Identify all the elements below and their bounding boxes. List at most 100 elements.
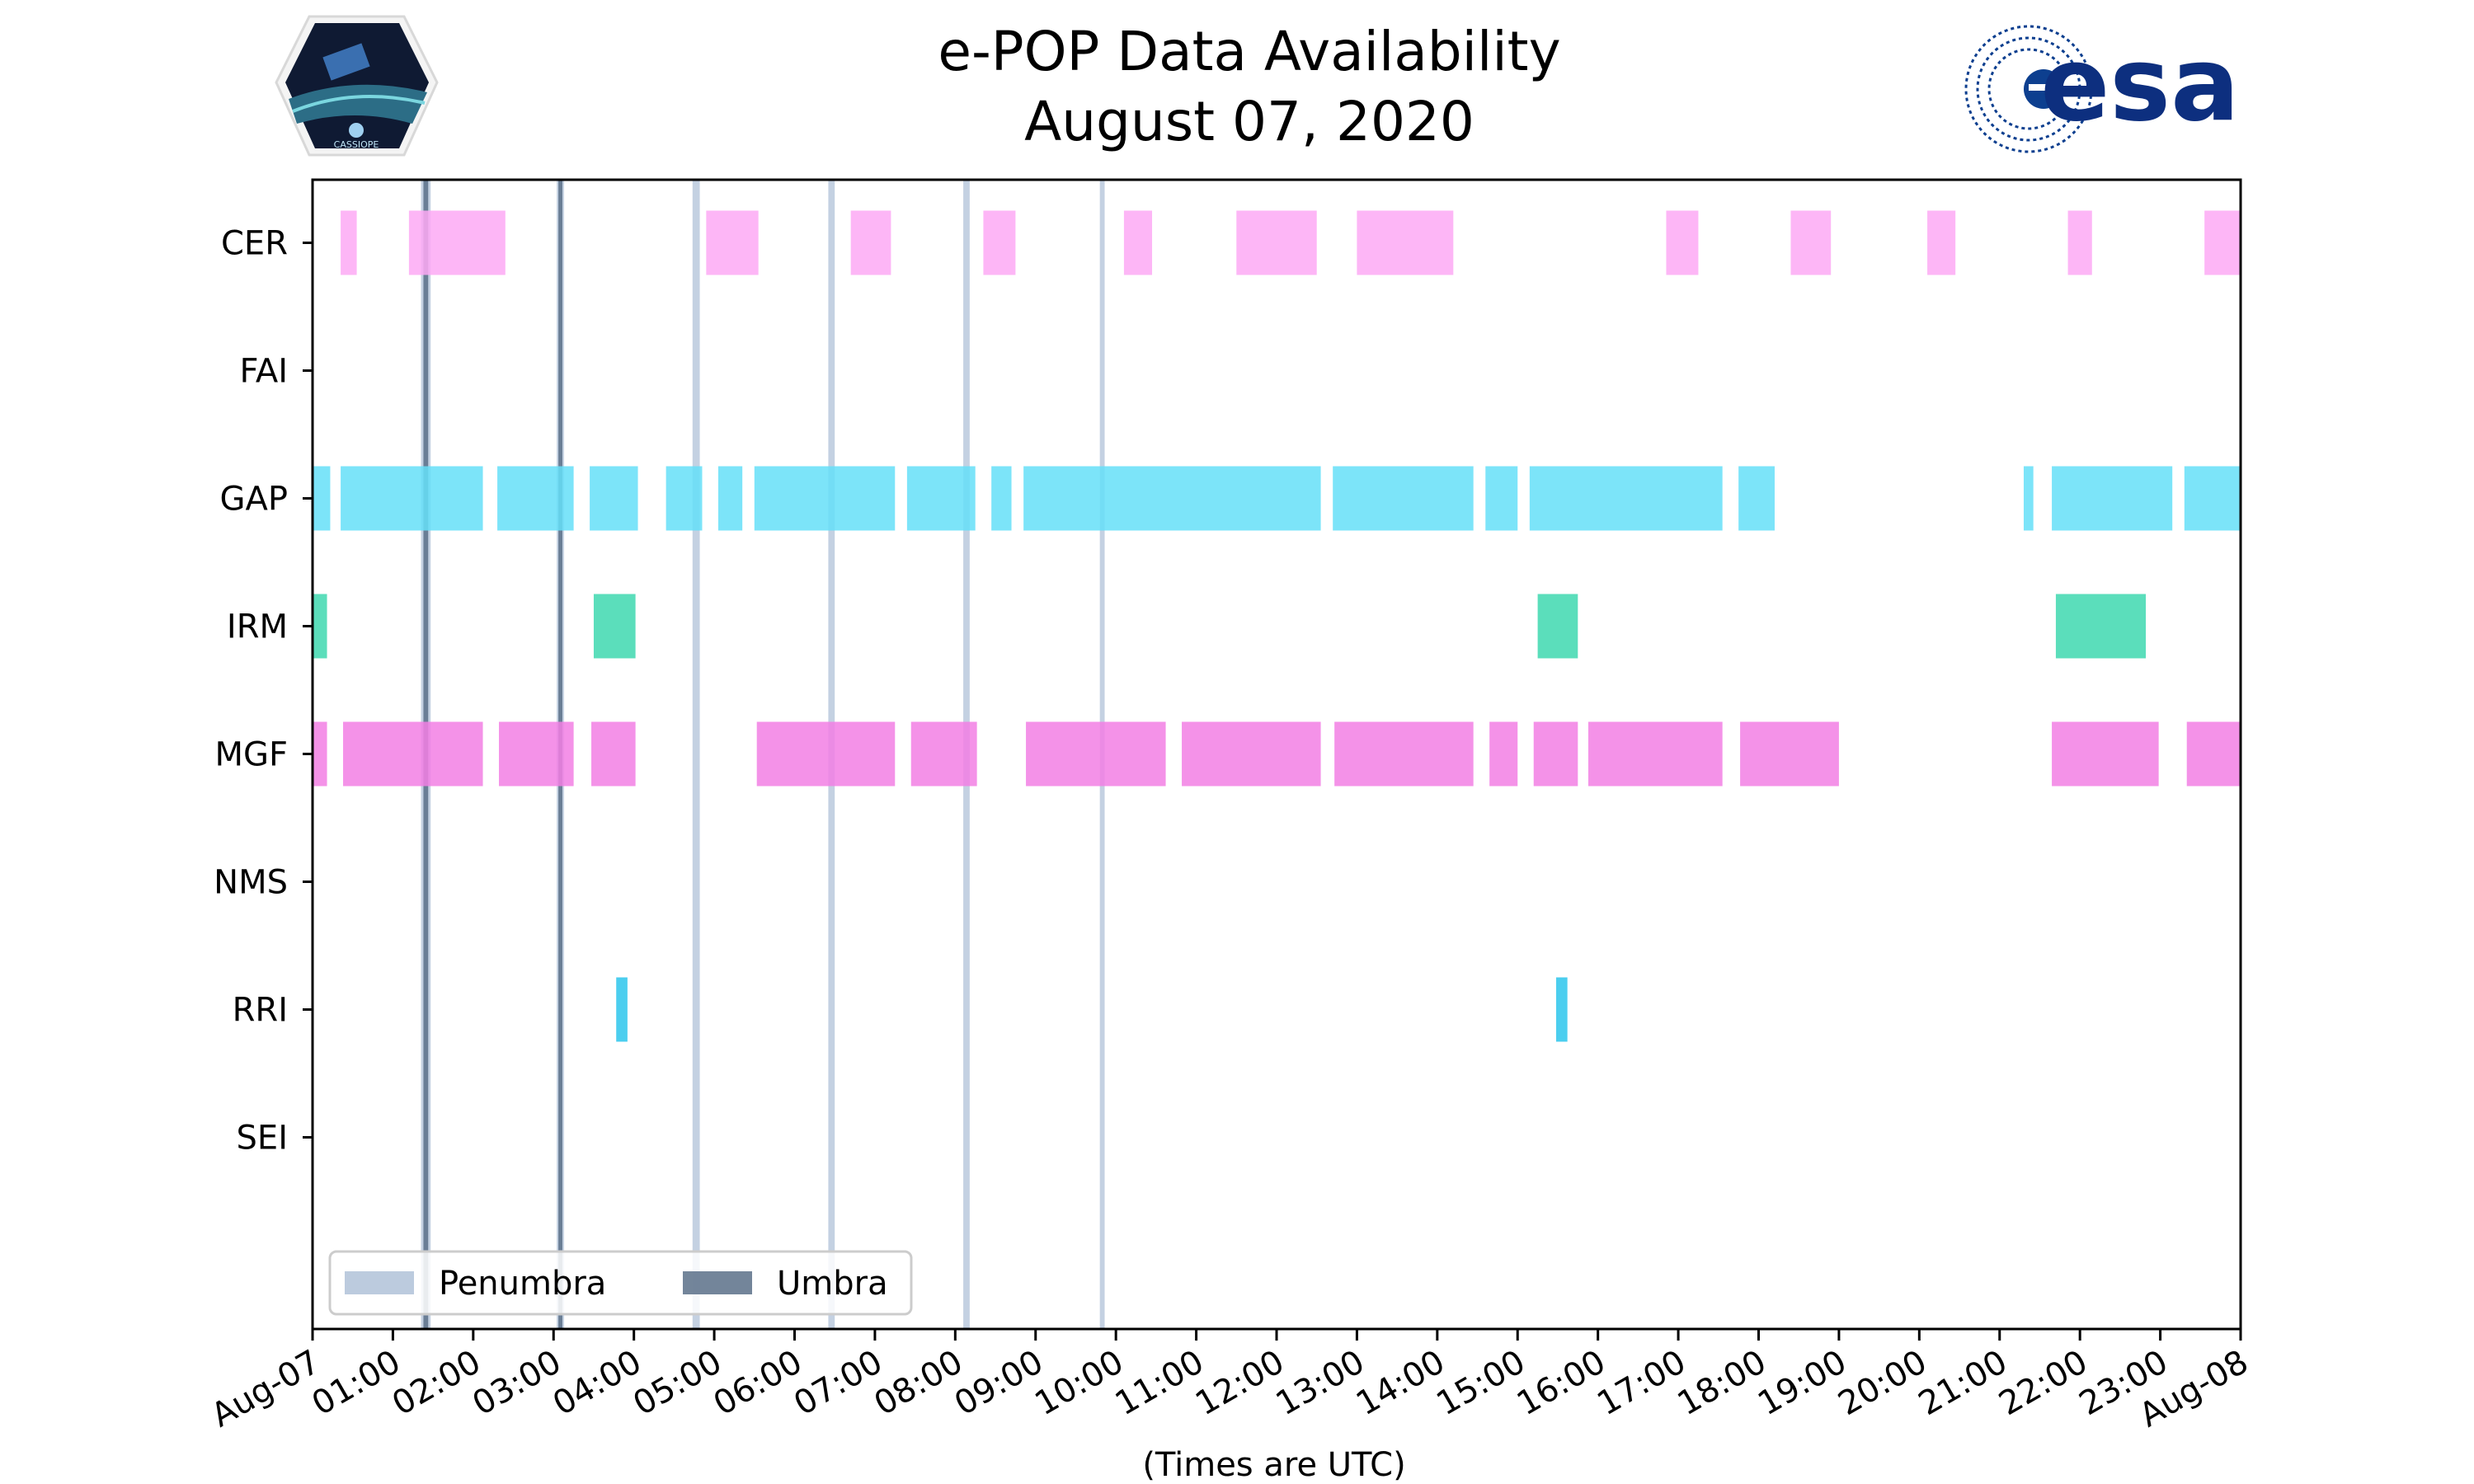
- bar-cer-6: [1236, 210, 1317, 275]
- y-tick-label-nms: NMS: [214, 864, 288, 902]
- bar-gap-6: [754, 466, 896, 531]
- bar-gap-14: [2023, 466, 2034, 531]
- bar-mgf-2: [499, 721, 574, 787]
- legend: Penumbra Umbra: [328, 1250, 913, 1316]
- bar-rri-0: [616, 977, 628, 1042]
- bar-gap-15: [2052, 466, 2173, 531]
- bar-gap-12: [1529, 466, 1723, 531]
- bar-mgf-1: [343, 721, 483, 787]
- x-tick-label-10: 10:00: [1028, 1343, 1130, 1423]
- legend-swatch-umbra: [683, 1271, 752, 1294]
- chart-title-line2: August 07, 2020: [1024, 90, 1475, 153]
- bar-gap-7: [906, 466, 976, 531]
- y-tick-label-irm: IRM: [227, 608, 288, 646]
- bar-cer-2: [706, 210, 759, 275]
- bar-mgf-13: [2052, 721, 2159, 787]
- bar-irm-2: [1537, 594, 1578, 659]
- bar-cer-0: [341, 210, 357, 275]
- x-tick-label-6: 06:00: [708, 1343, 809, 1423]
- bar-gap-10: [1333, 466, 1474, 531]
- x-tick-label-7: 07:00: [788, 1343, 889, 1423]
- bar-gap-3: [590, 466, 638, 531]
- bar-mgf-0: [313, 721, 327, 787]
- availability-bars: [313, 210, 2241, 1042]
- bar-mgf-7: [1182, 721, 1321, 787]
- bar-cer-8: [1666, 210, 1699, 275]
- penumbra-band-2: [692, 180, 700, 1329]
- x-tick-label-5: 05:00: [627, 1343, 728, 1423]
- x-tick-label-3: 03:00: [466, 1343, 567, 1423]
- bar-cer-7: [1357, 210, 1454, 275]
- esa-logo: esa: [1964, 25, 2240, 153]
- x-tick-label-11: 11:00: [1109, 1343, 1211, 1423]
- x-tick-label-22: 22:00: [1992, 1343, 2094, 1423]
- bar-gap-0: [313, 466, 331, 531]
- x-tick-label-14: 14:00: [1350, 1343, 1451, 1423]
- x-tick-label-4: 04:00: [547, 1343, 648, 1423]
- bar-gap-9: [1023, 466, 1321, 531]
- x-tick-label-12: 12:00: [1189, 1343, 1291, 1423]
- esa-swirl-icon: [1964, 25, 2093, 153]
- bar-cer-4: [983, 210, 1016, 275]
- chart-title-line1: e-POP Data Availability: [938, 20, 1560, 83]
- x-tick-label-18: 18:00: [1672, 1343, 1773, 1423]
- cassiope-logo-text: CASSIOPE: [334, 139, 379, 150]
- bar-mgf-3: [591, 721, 636, 787]
- bar-cer-1: [408, 210, 506, 275]
- bar-mgf-11: [1587, 721, 1723, 787]
- x-tick-label-1: 01:00: [306, 1343, 407, 1423]
- bar-irm-0: [313, 594, 327, 659]
- bar-cer-12: [2204, 210, 2241, 275]
- bar-mgf-8: [1334, 721, 1474, 787]
- bar-gap-11: [1485, 466, 1518, 531]
- bar-mgf-4: [756, 721, 896, 787]
- legend-swatch-penumbra: [345, 1271, 414, 1294]
- bar-gap-5: [717, 466, 743, 531]
- y-tick-label-fai: FAI: [240, 353, 289, 391]
- x-tick-label-13: 13:00: [1270, 1343, 1371, 1423]
- y-tick-label-gap: GAP: [220, 481, 288, 519]
- legend-box: [328, 1250, 913, 1316]
- bar-irm-3: [2055, 594, 2147, 659]
- axes: CERFAIGAPIRMMGFNMSRRISEIAug-0701:0002:00…: [205, 178, 2255, 1435]
- bar-mgf-5: [910, 721, 977, 787]
- bar-gap-4: [666, 466, 703, 531]
- bar-cer-3: [850, 210, 891, 275]
- x-tick-label-17: 17:00: [1591, 1343, 1692, 1423]
- legend-label-umbra: Umbra: [777, 1265, 888, 1303]
- bar-irm-1: [593, 594, 636, 659]
- y-tick-label-sei: SEI: [237, 1120, 288, 1158]
- y-tick-label-rri: RRI: [233, 992, 288, 1030]
- y-tick-label-cer: CER: [221, 225, 288, 263]
- y-tick-label-mgf: MGF: [214, 736, 288, 774]
- legend-label-penumbra: Penumbra: [439, 1265, 606, 1303]
- bar-cer-9: [1790, 210, 1832, 275]
- x-tick-label-8: 08:00: [868, 1343, 969, 1423]
- x-tick-label-20: 20:00: [1832, 1343, 1933, 1423]
- bar-cer-5: [1123, 210, 1153, 275]
- x-tick-label-2: 02:00: [386, 1343, 487, 1423]
- x-tick-label-21: 21:00: [1912, 1343, 2014, 1423]
- cassiope-logo: CASSIOPE: [275, 15, 439, 157]
- bar-gap-16: [2184, 466, 2241, 531]
- bar-gap-1: [341, 466, 483, 531]
- bar-rri-1: [1556, 977, 1568, 1042]
- bar-mgf-12: [1740, 721, 1839, 787]
- bar-mgf-9: [1489, 721, 1518, 787]
- bar-gap-13: [1738, 466, 1775, 531]
- x-tick-label-19: 19:00: [1752, 1343, 1853, 1423]
- bar-mgf-6: [1026, 721, 1166, 787]
- x-axis-label: (Times are UTC): [1142, 1446, 1405, 1484]
- bar-cer-11: [2067, 210, 2092, 275]
- bar-cer-10: [1927, 210, 1956, 275]
- bar-mgf-14: [2186, 721, 2241, 787]
- x-tick-label-9: 09:00: [948, 1343, 1050, 1423]
- x-tick-label-16: 16:00: [1511, 1343, 1612, 1423]
- bar-mgf-10: [1533, 721, 1578, 787]
- esa-logo-text: esa: [2040, 26, 2240, 144]
- bar-gap-8: [991, 466, 1012, 531]
- bar-gap-2: [497, 466, 574, 531]
- x-tick-label-15: 15:00: [1430, 1343, 1531, 1423]
